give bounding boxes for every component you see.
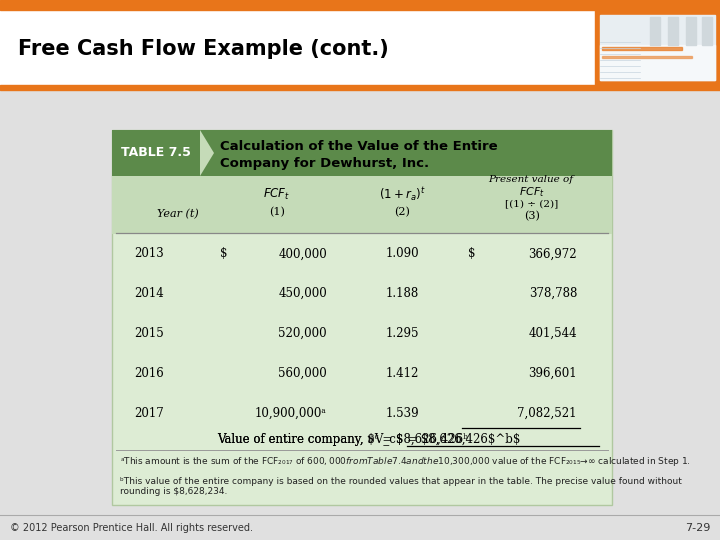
Text: 366,972: 366,972 [528, 247, 577, 260]
Bar [0, 90, 720, 515]
Text: 1.188: 1.188 [385, 287, 418, 300]
Text: Value of entire company, $V_c$ = $8,626,426$^b$: Value of entire company, $V_c$ = $8,626,… [217, 433, 521, 446]
Bar [112, 130, 612, 505]
Text: 2015: 2015 [134, 327, 163, 340]
Bar [600, 15, 715, 80]
Text: 520,000: 520,000 [279, 327, 327, 340]
Polygon shape [200, 130, 214, 176]
Bar [112, 130, 612, 176]
Text: ᵇThis value of the entire company is based on the rounded values that appear in : ᵇThis value of the entire company is bas… [120, 477, 682, 496]
Text: [(1) ÷ (2)]: [(1) ÷ (2)] [505, 199, 559, 208]
Text: Calculation of the Value of the Entire: Calculation of the Value of the Entire [220, 140, 498, 153]
Bar [686, 17, 696, 45]
Text: $FCF_t$: $FCF_t$ [264, 186, 291, 201]
Text: Present value of: Present value of [488, 176, 576, 185]
Text: Company for Dewhurst, Inc.: Company for Dewhurst, Inc. [220, 157, 429, 170]
Text: $: $ [468, 247, 475, 260]
Bar [600, 45, 715, 80]
Text: 2014: 2014 [134, 287, 163, 300]
Text: 396,601: 396,601 [528, 367, 577, 380]
Text: 2017: 2017 [134, 407, 163, 420]
Bar [112, 130, 200, 176]
Bar [650, 17, 660, 45]
Text: $: $ [220, 247, 228, 260]
Text: Free Cash Flow Example (cont.): Free Cash Flow Example (cont.) [18, 39, 389, 59]
Bar [0, 85, 720, 90]
Text: 1.412: 1.412 [385, 367, 419, 380]
Bar [112, 176, 612, 234]
Text: 7-29: 7-29 [685, 523, 710, 533]
Text: 378,788: 378,788 [528, 287, 577, 300]
Text: 2016: 2016 [134, 367, 163, 380]
Text: ᵃThis amount is the sum of the FCF₂₀₁₇ of $600,000 from Table 7.4 and the $10,30: ᵃThis amount is the sum of the FCF₂₀₁₇ o… [120, 455, 690, 468]
Text: 1.090: 1.090 [385, 247, 419, 260]
Text: TABLE 7.5: TABLE 7.5 [121, 146, 191, 159]
Bar [668, 17, 678, 45]
Text: 1.295: 1.295 [385, 327, 419, 340]
Bar [595, 10, 720, 85]
Text: $(1 + r_a)^t$: $(1 + r_a)^t$ [379, 185, 426, 203]
Text: (3): (3) [524, 211, 540, 221]
Bar [0, 10, 720, 85]
Text: $FCF_t$: $FCF_t$ [519, 185, 545, 199]
Text: 1.539: 1.539 [385, 407, 419, 420]
Bar [602, 56, 692, 58]
Bar [702, 17, 712, 45]
Text: Year (t): Year (t) [157, 209, 199, 219]
Text: 10,900,000ᵃ: 10,900,000ᵃ [255, 407, 327, 420]
Text: © 2012 Pearson Prentice Hall. All rights reserved.: © 2012 Pearson Prentice Hall. All rights… [10, 523, 253, 533]
Bar [602, 47, 682, 50]
Text: 560,000: 560,000 [278, 367, 327, 380]
Text: (1): (1) [269, 207, 285, 217]
Text: Value of entire company, νᶜ = $8,626,426ᵇ: Value of entire company, νᶜ = $8,626,426… [217, 433, 468, 446]
Text: 7,082,521: 7,082,521 [518, 407, 577, 420]
Text: 401,544: 401,544 [528, 327, 577, 340]
Text: (2): (2) [394, 207, 410, 217]
Text: 2013: 2013 [134, 247, 163, 260]
Bar [0, 515, 720, 540]
Text: 400,000: 400,000 [278, 247, 327, 260]
Bar [0, 0, 720, 10]
Text: 450,000: 450,000 [278, 287, 327, 300]
